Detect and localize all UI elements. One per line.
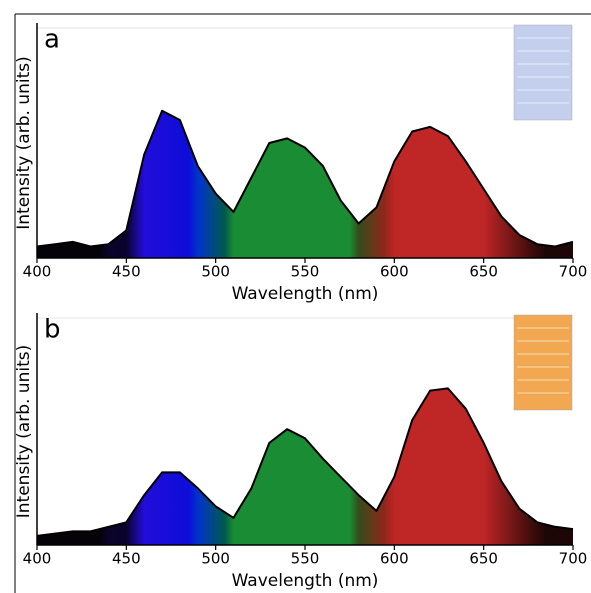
x-axis-label: Wavelength (nm) <box>232 284 379 304</box>
area-fill <box>37 388 573 545</box>
x-tick-label: 650 <box>469 550 498 568</box>
x-tick-label: 400 <box>23 263 52 281</box>
inset-screenshot <box>513 314 573 411</box>
y-axis-label: Intensity (arb. units) <box>14 56 34 229</box>
panel-label: b <box>44 315 61 345</box>
x-tick-label: 450 <box>112 550 141 568</box>
x-tick-label: 700 <box>559 263 588 281</box>
x-tick-label: 600 <box>380 263 409 281</box>
x-axis-label: Wavelength (nm) <box>232 571 379 591</box>
x-tick-label: 400 <box>23 550 52 568</box>
spectrum-line <box>36 109 574 248</box>
panel-label: a <box>44 25 60 55</box>
spectrum-line <box>36 387 574 537</box>
x-tick-label: 700 <box>559 550 588 568</box>
x-tick-label: 500 <box>201 550 230 568</box>
x-tick-label: 450 <box>112 263 141 281</box>
x-tick-label: 550 <box>291 550 320 568</box>
y-axis-label: Intensity (arb. units) <box>14 345 34 518</box>
inset-screenshot <box>513 24 573 121</box>
area-fill <box>37 110 573 258</box>
x-tick-label: 650 <box>469 263 498 281</box>
x-tick-label: 500 <box>201 263 230 281</box>
x-tick-label: 600 <box>380 550 409 568</box>
x-tick-label: 550 <box>291 263 320 281</box>
